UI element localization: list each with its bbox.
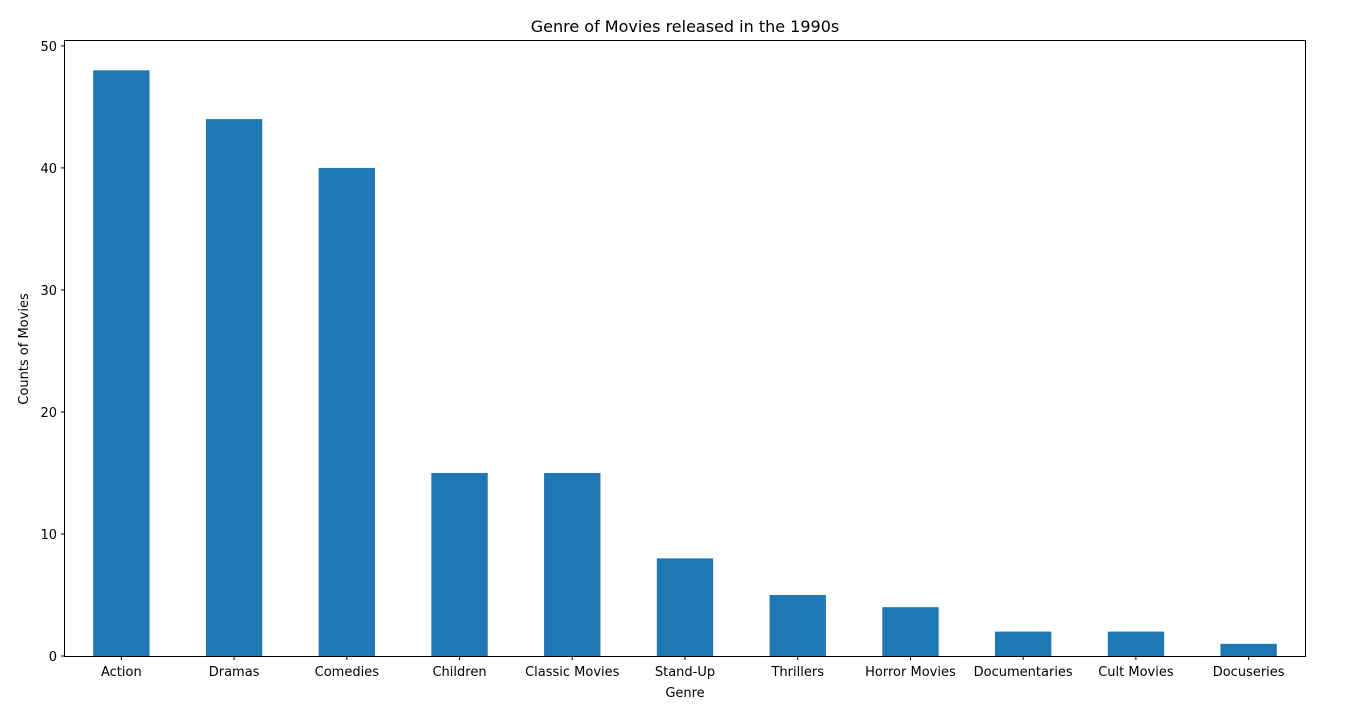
y-tick-label: 40 <box>40 162 57 177</box>
x-tick-label: Stand-Up <box>655 665 715 680</box>
x-tick-label: Classic Movies <box>525 665 620 680</box>
bar-children <box>431 472 488 656</box>
plot-frame <box>64 40 1306 657</box>
bar-classic-movies <box>544 472 601 656</box>
chart-title: Genre of Movies released in the 1990s <box>531 17 839 36</box>
x-tick-label: Documentaries <box>974 665 1073 680</box>
bar-dramas <box>205 119 263 657</box>
y-axis-ticks: 0 10 20 30 40 50 <box>40 40 65 665</box>
bars-group <box>93 70 1277 657</box>
bar-action <box>93 70 150 657</box>
bar-documentaries <box>995 631 1052 656</box>
y-tick-label: 0 <box>49 650 57 665</box>
y-tick-label: 20 <box>40 406 57 421</box>
x-axis-ticks: Action Dramas Comedies Children Classic Movi… <box>101 656 1285 680</box>
bar-horror-movies <box>882 607 939 656</box>
x-tick-label: Cult Movies <box>1098 665 1174 680</box>
bar-stand-up <box>656 558 714 656</box>
bar-thrillers <box>769 594 826 656</box>
bar-cult-movies <box>1107 631 1165 656</box>
x-tick-label: Thrillers <box>770 665 824 680</box>
y-axis-label: Counts of Movies <box>17 293 32 405</box>
y-tick-label: 30 <box>40 284 57 299</box>
x-tick-label: Docuseries <box>1213 665 1285 680</box>
bar-comedies <box>318 167 375 656</box>
x-axis-label: Genre <box>665 686 704 701</box>
x-tick-label: Children <box>432 665 486 680</box>
x-tick-label: Horror Movies <box>865 665 956 680</box>
bar-docuseries <box>1220 643 1277 656</box>
x-tick-label: Comedies <box>315 665 380 680</box>
y-tick-label: 10 <box>40 528 57 543</box>
x-tick-label: Action <box>101 665 142 680</box>
x-tick-label: Dramas <box>209 665 260 680</box>
y-tick-label: 50 <box>40 40 57 55</box>
